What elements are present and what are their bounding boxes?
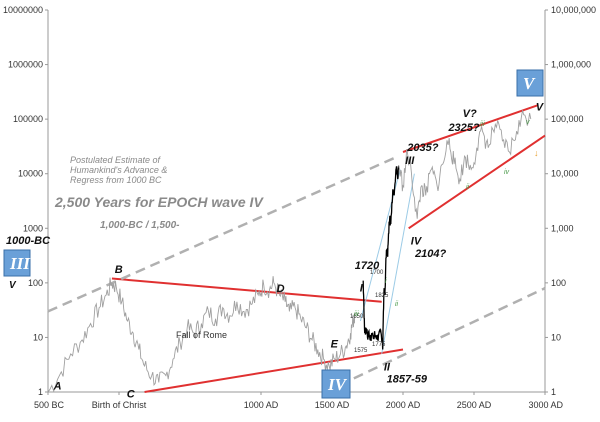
- chart-subtitle: 1,000-BC / 1,500-: [100, 220, 180, 231]
- wave-label: V: [536, 101, 545, 113]
- wave-label: 2325?: [447, 122, 479, 134]
- wave-label: I: [360, 282, 364, 294]
- trend-line: [381, 173, 415, 354]
- small-year-1700: 1700: [370, 270, 384, 276]
- wave-label: IV: [411, 236, 423, 248]
- note-line-1: Postulated Estimate of: [70, 155, 162, 165]
- y-tick-left-label: 1: [38, 387, 43, 397]
- note-line-2: Humankind's Advance &: [70, 165, 167, 175]
- trend-line: [111, 277, 382, 303]
- x-tick-label: 3000 AD: [528, 400, 563, 410]
- y-ticks-right: 1 10 100 1,000 10,000 100,000 1,000,000 10,000,…: [545, 5, 596, 397]
- y-tick-left-label: 100: [28, 278, 43, 288]
- wave-label: E: [331, 339, 339, 351]
- x-ticks: 500 BC Birth of Christ 1000 AD 1500 AD 2000 …: [34, 392, 563, 410]
- trend-line: [144, 348, 404, 393]
- y-tick-right-label: 10,000: [551, 169, 579, 179]
- wave-label: 2104?: [414, 248, 446, 260]
- series-projection-gray: [398, 110, 532, 219]
- y-tick-right-label: 1,000,000: [551, 60, 591, 70]
- svg-text:IV: IV: [327, 375, 348, 394]
- green-iv: iv: [504, 169, 510, 176]
- small-year-1575: 1575: [354, 348, 368, 354]
- y-tick-right-label: 100,000: [551, 114, 584, 124]
- svg-text:V: V: [523, 74, 536, 93]
- green-v: v: [526, 119, 530, 126]
- y-tick-right-label: 100: [551, 278, 566, 288]
- green-i: i: [385, 278, 387, 285]
- wave-label: B: [115, 264, 123, 276]
- green-iii-b: iii: [480, 121, 485, 128]
- y-tick-left-label: 100000: [13, 114, 43, 124]
- dashed-trend-line: [324, 287, 546, 394]
- green-ii: ii: [466, 184, 470, 191]
- wave-label: II: [384, 361, 391, 373]
- orange-arrow: ↓: [534, 148, 539, 158]
- data-series: [47, 110, 532, 393]
- chart-title: 2,500 Years for EPOCH wave IV: [54, 194, 264, 210]
- note-line-3: Regress from 1000 BC: [70, 175, 162, 185]
- green-iii: iii: [354, 311, 359, 318]
- wave-label: 1857-59: [387, 373, 428, 385]
- y-tick-left-label: 10000000: [3, 5, 43, 15]
- wave-label: A: [53, 381, 62, 393]
- box-iii: III: [3, 249, 31, 277]
- x-tick-label: 1500 AD: [315, 400, 350, 410]
- y-tick-right-label: 1: [551, 387, 556, 397]
- fall-of-rome-label: Fall of Rome: [176, 330, 227, 340]
- trend-lines: [47, 104, 546, 394]
- trend-line: [402, 104, 539, 153]
- x-tick-label: 500 BC: [34, 400, 65, 410]
- wave-label: V?: [463, 108, 477, 120]
- trend-line: [408, 134, 546, 230]
- y-ticks-left: 1 10 100 1000 10000 100000 1000000 10000000: [3, 5, 48, 397]
- y-tick-right-label: 10,000,000: [551, 5, 596, 15]
- left-era-label: 1000-BC: [6, 235, 51, 247]
- box-iv: IV: [321, 369, 351, 399]
- wave-label: C: [127, 388, 136, 400]
- x-tick-label: 1000 AD: [244, 400, 279, 410]
- wave-label: III: [405, 155, 415, 167]
- wave-label: 1720: [355, 260, 380, 272]
- y-tick-left-label: 10000: [18, 169, 43, 179]
- svg-text:III: III: [9, 254, 31, 273]
- y-tick-right-label: 10: [551, 332, 561, 342]
- x-tick-label: Birth of Christ: [92, 400, 147, 410]
- y-tick-right-label: 1,000: [551, 223, 574, 233]
- small-year-1775: 1775: [372, 342, 386, 348]
- series-modern-black: [362, 165, 400, 350]
- left-v-label: V: [9, 280, 17, 291]
- series-historical-wave-iv: [47, 276, 356, 393]
- small-year-1825: 1825: [375, 293, 389, 299]
- y-tick-left-label: 1000000: [8, 60, 43, 70]
- box-v: V: [516, 69, 544, 97]
- y-tick-left-label: 10: [33, 332, 43, 342]
- x-tick-label: 2500 AD: [457, 400, 492, 410]
- green-ii-b: ii: [395, 301, 399, 308]
- wave-label: 2035?: [406, 142, 438, 154]
- wave-annotations: BDECAI1720II1857-59III2035?IV2104?2325?V…: [53, 101, 545, 400]
- y-tick-left-label: 1000: [23, 223, 43, 233]
- x-tick-label: 2000 AD: [386, 400, 421, 410]
- wave-label: D: [277, 283, 285, 295]
- small-year-1650: 1650: [350, 314, 364, 320]
